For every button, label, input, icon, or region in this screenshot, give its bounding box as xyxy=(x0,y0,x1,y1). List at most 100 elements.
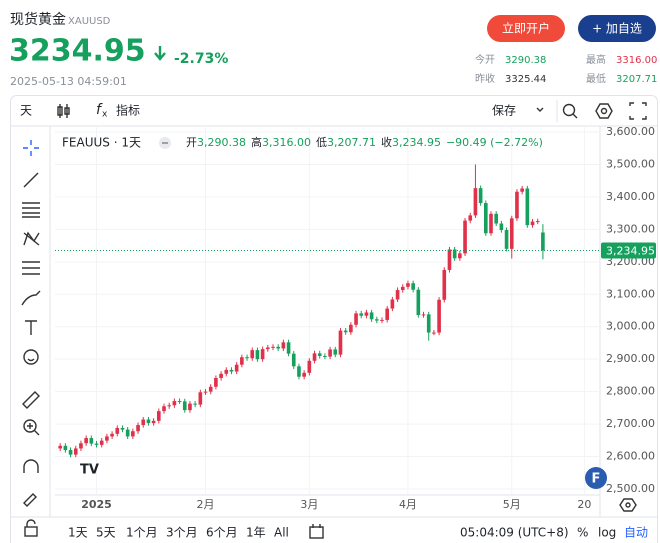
candle-body xyxy=(271,346,275,348)
candle-body xyxy=(333,349,338,355)
candle-body xyxy=(468,215,473,221)
candle-body xyxy=(188,403,192,411)
candle-body xyxy=(172,401,177,406)
candle-body xyxy=(338,330,343,355)
range-button[interactable]: 3个月 xyxy=(166,526,198,540)
instrument-name: 现货黄金 xyxy=(10,11,66,28)
range-button[interactable]: 1个月 xyxy=(126,526,158,540)
f-badge-label[interactable]: F xyxy=(592,472,601,487)
chart-type-button[interactable] xyxy=(57,104,70,118)
x-tick-label: 2月 xyxy=(197,498,215,511)
open-account-label[interactable]: 立即开户 xyxy=(502,21,550,36)
y-tick-label: 2,800.00 xyxy=(606,385,655,398)
candle-body xyxy=(458,253,462,259)
candle-body xyxy=(125,429,130,437)
date-range-button[interactable] xyxy=(309,524,324,539)
open-account-button[interactable] xyxy=(487,15,565,42)
y-tick-label: 2,500.00 xyxy=(606,482,655,495)
y-tick-label: 3,000.00 xyxy=(606,320,655,333)
candle-body xyxy=(395,290,400,300)
candle-body xyxy=(416,289,421,316)
settings-button[interactable] xyxy=(595,103,613,119)
candle-body xyxy=(234,364,239,372)
candle-body xyxy=(447,249,452,270)
candle-body xyxy=(380,319,384,321)
candle-body xyxy=(483,203,488,234)
stat-value: 3316.00 xyxy=(616,55,657,66)
candle-body xyxy=(385,308,390,320)
candle-body xyxy=(193,403,197,405)
candle-body xyxy=(307,360,312,373)
range-button[interactable]: 5天 xyxy=(96,526,116,540)
drawing-tools[interactable] xyxy=(21,140,41,537)
candle-body xyxy=(312,353,317,361)
candle-body xyxy=(323,355,327,357)
watchlist-button[interactable] xyxy=(578,15,656,42)
instrument-symbol: XAUUSD xyxy=(68,16,111,27)
axis-option[interactable]: 自动 xyxy=(624,526,648,540)
f-badge[interactable] xyxy=(585,467,607,489)
indicators-button[interactable]: 指标 xyxy=(116,103,140,118)
fullscreen-button[interactable] xyxy=(629,102,647,120)
timestamp: 2025-05-13 04:59:01 xyxy=(10,75,127,88)
candle-body xyxy=(105,436,109,441)
candle-body xyxy=(131,431,135,437)
candle-body xyxy=(452,249,457,259)
candle-body xyxy=(302,372,306,377)
legend-instrument: FEAUUS · 1天 xyxy=(62,136,141,150)
candle-body xyxy=(281,342,286,349)
x-tick-label: 20 xyxy=(577,498,591,511)
candle-body xyxy=(535,221,540,223)
candle-body xyxy=(177,401,182,403)
axis-option[interactable]: % xyxy=(577,526,588,540)
tv-logo: TV xyxy=(80,463,99,478)
candle-body xyxy=(146,419,151,424)
range-button[interactable]: All xyxy=(274,526,289,540)
fx-icon-x[interactable]: x xyxy=(102,110,108,120)
candle-body xyxy=(203,391,208,393)
candle-body xyxy=(115,427,120,434)
candle-body xyxy=(421,314,426,316)
candle-body xyxy=(473,188,478,216)
candle-body xyxy=(437,299,441,333)
candle-body xyxy=(255,350,260,360)
last-price-badge xyxy=(601,242,656,259)
change: -2.73% xyxy=(174,51,228,67)
axis-settings[interactable] xyxy=(619,498,637,512)
range-button[interactable]: 6个月 xyxy=(206,526,238,540)
candle-body xyxy=(343,330,348,333)
candle-body xyxy=(291,353,296,367)
candle-body xyxy=(369,312,374,320)
candle-body xyxy=(136,425,140,432)
candle-body xyxy=(541,232,545,251)
candle-body xyxy=(494,213,499,224)
y-tick-label: 2,600.00 xyxy=(606,450,655,463)
legend-label: 低 xyxy=(316,136,327,149)
range-button[interactable]: 1年 xyxy=(246,526,266,540)
interval-button[interactable]: 天 xyxy=(20,104,32,118)
legend-value: 3,207.71 xyxy=(327,136,376,149)
fx-icon[interactable]: f xyxy=(96,102,103,118)
candle-body xyxy=(478,188,483,204)
x-tick-label: 4月 xyxy=(399,498,417,511)
plot: 2,500.00 2,600.00 2,700.00 2,800.00 2,900.00… xyxy=(55,125,656,511)
save-button[interactable]: 保存 xyxy=(492,104,516,118)
save-menu[interactable] xyxy=(536,107,544,112)
candle-body xyxy=(509,218,514,249)
candle-body xyxy=(214,378,218,387)
candle-body xyxy=(530,221,535,226)
candle-body xyxy=(297,366,301,377)
candle-body xyxy=(499,223,504,231)
candle-body xyxy=(525,188,530,226)
legend-label: 高 xyxy=(251,135,262,149)
candle-body xyxy=(79,443,83,449)
legend-label: 开 xyxy=(186,136,197,149)
search-button[interactable] xyxy=(562,103,578,119)
candle-body xyxy=(73,448,78,455)
axis-option[interactable]: log xyxy=(598,526,616,540)
range-button[interactable]: 1天 xyxy=(68,526,88,540)
stat-label: 最高 xyxy=(586,53,606,66)
candle-body xyxy=(224,369,229,374)
watchlist-label[interactable]: + 加自选 xyxy=(592,22,642,36)
